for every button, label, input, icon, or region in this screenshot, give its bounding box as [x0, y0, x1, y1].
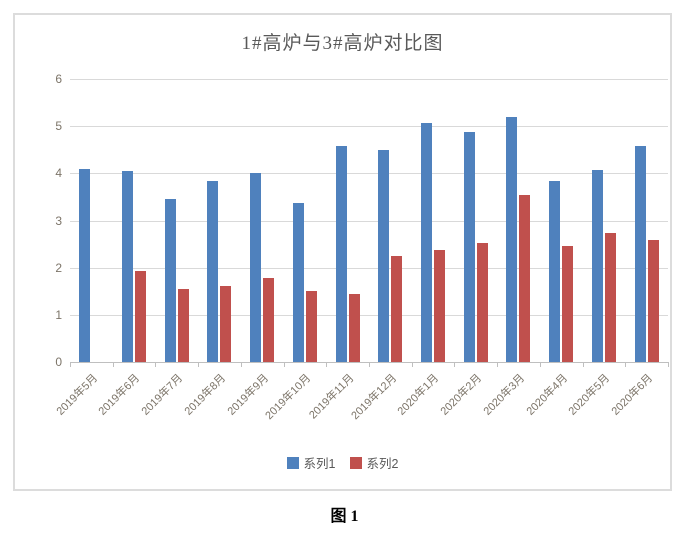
x-axis-tick [70, 362, 71, 367]
legend-label: 系列2 [366, 457, 399, 471]
x-axis-tick [582, 362, 584, 367]
chart-title: 1#高炉与3#高炉对比图 [241, 33, 444, 54]
gridline [70, 267, 668, 269]
legend-swatch-icon [349, 456, 362, 469]
bar-group [198, 79, 241, 362]
bar-group [412, 79, 455, 362]
y-axis-tick-label: 0 [55, 355, 62, 369]
legend-label: 系列1 [303, 457, 336, 471]
bar-group [625, 79, 668, 362]
bar-系列2 [647, 240, 659, 362]
gridline [70, 126, 668, 128]
x-axis-tick-label: 2020年2月 [438, 372, 485, 418]
bar-系列1 [292, 202, 304, 362]
bar-group [326, 79, 369, 362]
x-axis-tick-label: 2020年4月 [524, 372, 570, 418]
bar-group [497, 79, 540, 362]
bar-系列2 [604, 232, 616, 362]
bar-系列1 [164, 199, 176, 362]
bar-系列2 [220, 286, 232, 362]
bar-系列1 [463, 131, 475, 362]
x-axis-tick [198, 362, 200, 367]
y-axis-tick-label: 2 [55, 260, 62, 275]
legend: 系列1 系列2 [15, 453, 670, 472]
bar-group [241, 79, 284, 362]
x-axis-tick [155, 362, 157, 367]
bar-系列1 [421, 122, 433, 362]
x-axis-tick [369, 362, 370, 367]
x-axis-tick [497, 362, 499, 367]
bar-系列1 [335, 146, 347, 362]
x-axis-tick [668, 362, 669, 367]
x-axis-tick [283, 362, 285, 367]
bar-系列2 [434, 249, 446, 362]
legend-item-系列1: 系列1 [286, 453, 336, 472]
y-axis-tick-label: 1 [55, 307, 62, 322]
bar-系列1 [591, 170, 603, 362]
plot-area: 0 1 2 3 4 5 6 2019年5月 2019年6月 2019年7月 2019年8月 2019年… [54, 72, 669, 422]
gridline [70, 220, 668, 222]
bar-系列1 [79, 168, 91, 362]
x-axis-tick [240, 362, 242, 367]
x-axis-tick-label: 2020年1月 [396, 372, 442, 418]
bar-系列2 [519, 194, 531, 362]
gridline [70, 314, 668, 316]
y-axis-tick-label: 3 [55, 213, 62, 228]
bar-group [70, 79, 113, 362]
bar-系列2 [135, 270, 147, 362]
legend-swatch-icon [286, 456, 299, 469]
bar-系列2 [391, 256, 403, 362]
bar-group [540, 79, 583, 362]
x-axis-tick-label: 2019年5月 [54, 372, 100, 418]
x-axis-tick-label: 2020年6月 [609, 372, 656, 418]
bar-系列1 [506, 116, 518, 362]
legend-item-系列2: 系列2 [349, 453, 399, 472]
bar-系列2 [476, 242, 488, 362]
gridline [70, 173, 668, 175]
bar-系列1 [207, 181, 219, 362]
bar-group [113, 79, 156, 362]
bar-系列1 [122, 170, 134, 362]
bar-系列2 [562, 246, 574, 362]
bar-系列2 [177, 288, 189, 362]
x-axis-tick-label: 2019年7月 [139, 372, 186, 418]
x-axis-tick-label: 2020年5月 [566, 372, 613, 418]
bar-系列1 [378, 149, 390, 362]
bar-group [284, 79, 327, 362]
bar-系列1 [634, 146, 646, 362]
x-axis-tick [112, 362, 114, 367]
x-axis-tick-label: 2020年3月 [481, 372, 528, 418]
figure-caption: 图 1 [330, 508, 359, 525]
bar-系列1 [549, 181, 561, 362]
bar-系列1 [250, 173, 262, 362]
bar-系列2 [263, 277, 275, 362]
x-axis-tick-label: 2019年6月 [97, 372, 143, 418]
bar-系列2 [348, 293, 360, 362]
bar-group [155, 79, 198, 362]
bar-group [369, 79, 412, 362]
x-axis-tick [411, 362, 413, 367]
x-axis-tick [326, 362, 328, 367]
x-axis-tick [454, 362, 456, 367]
gridline [70, 79, 668, 80]
x-axis-tick [539, 362, 541, 367]
bar-group [583, 79, 626, 362]
x-axis-tick-label: 2019年8月 [182, 372, 229, 418]
y-axis-tick-label: 6 [55, 72, 62, 86]
bar-group [454, 79, 497, 362]
bar-系列2 [305, 291, 317, 362]
chart-frame: 1#高炉与3#高炉对比图 0 1 2 3 4 5 6 2019年5月 2019年6月 2019年7… [13, 13, 672, 491]
y-axis-tick-label: 4 [55, 166, 62, 181]
x-axis-tick [625, 362, 627, 367]
y-axis-tick-label: 5 [55, 119, 62, 134]
